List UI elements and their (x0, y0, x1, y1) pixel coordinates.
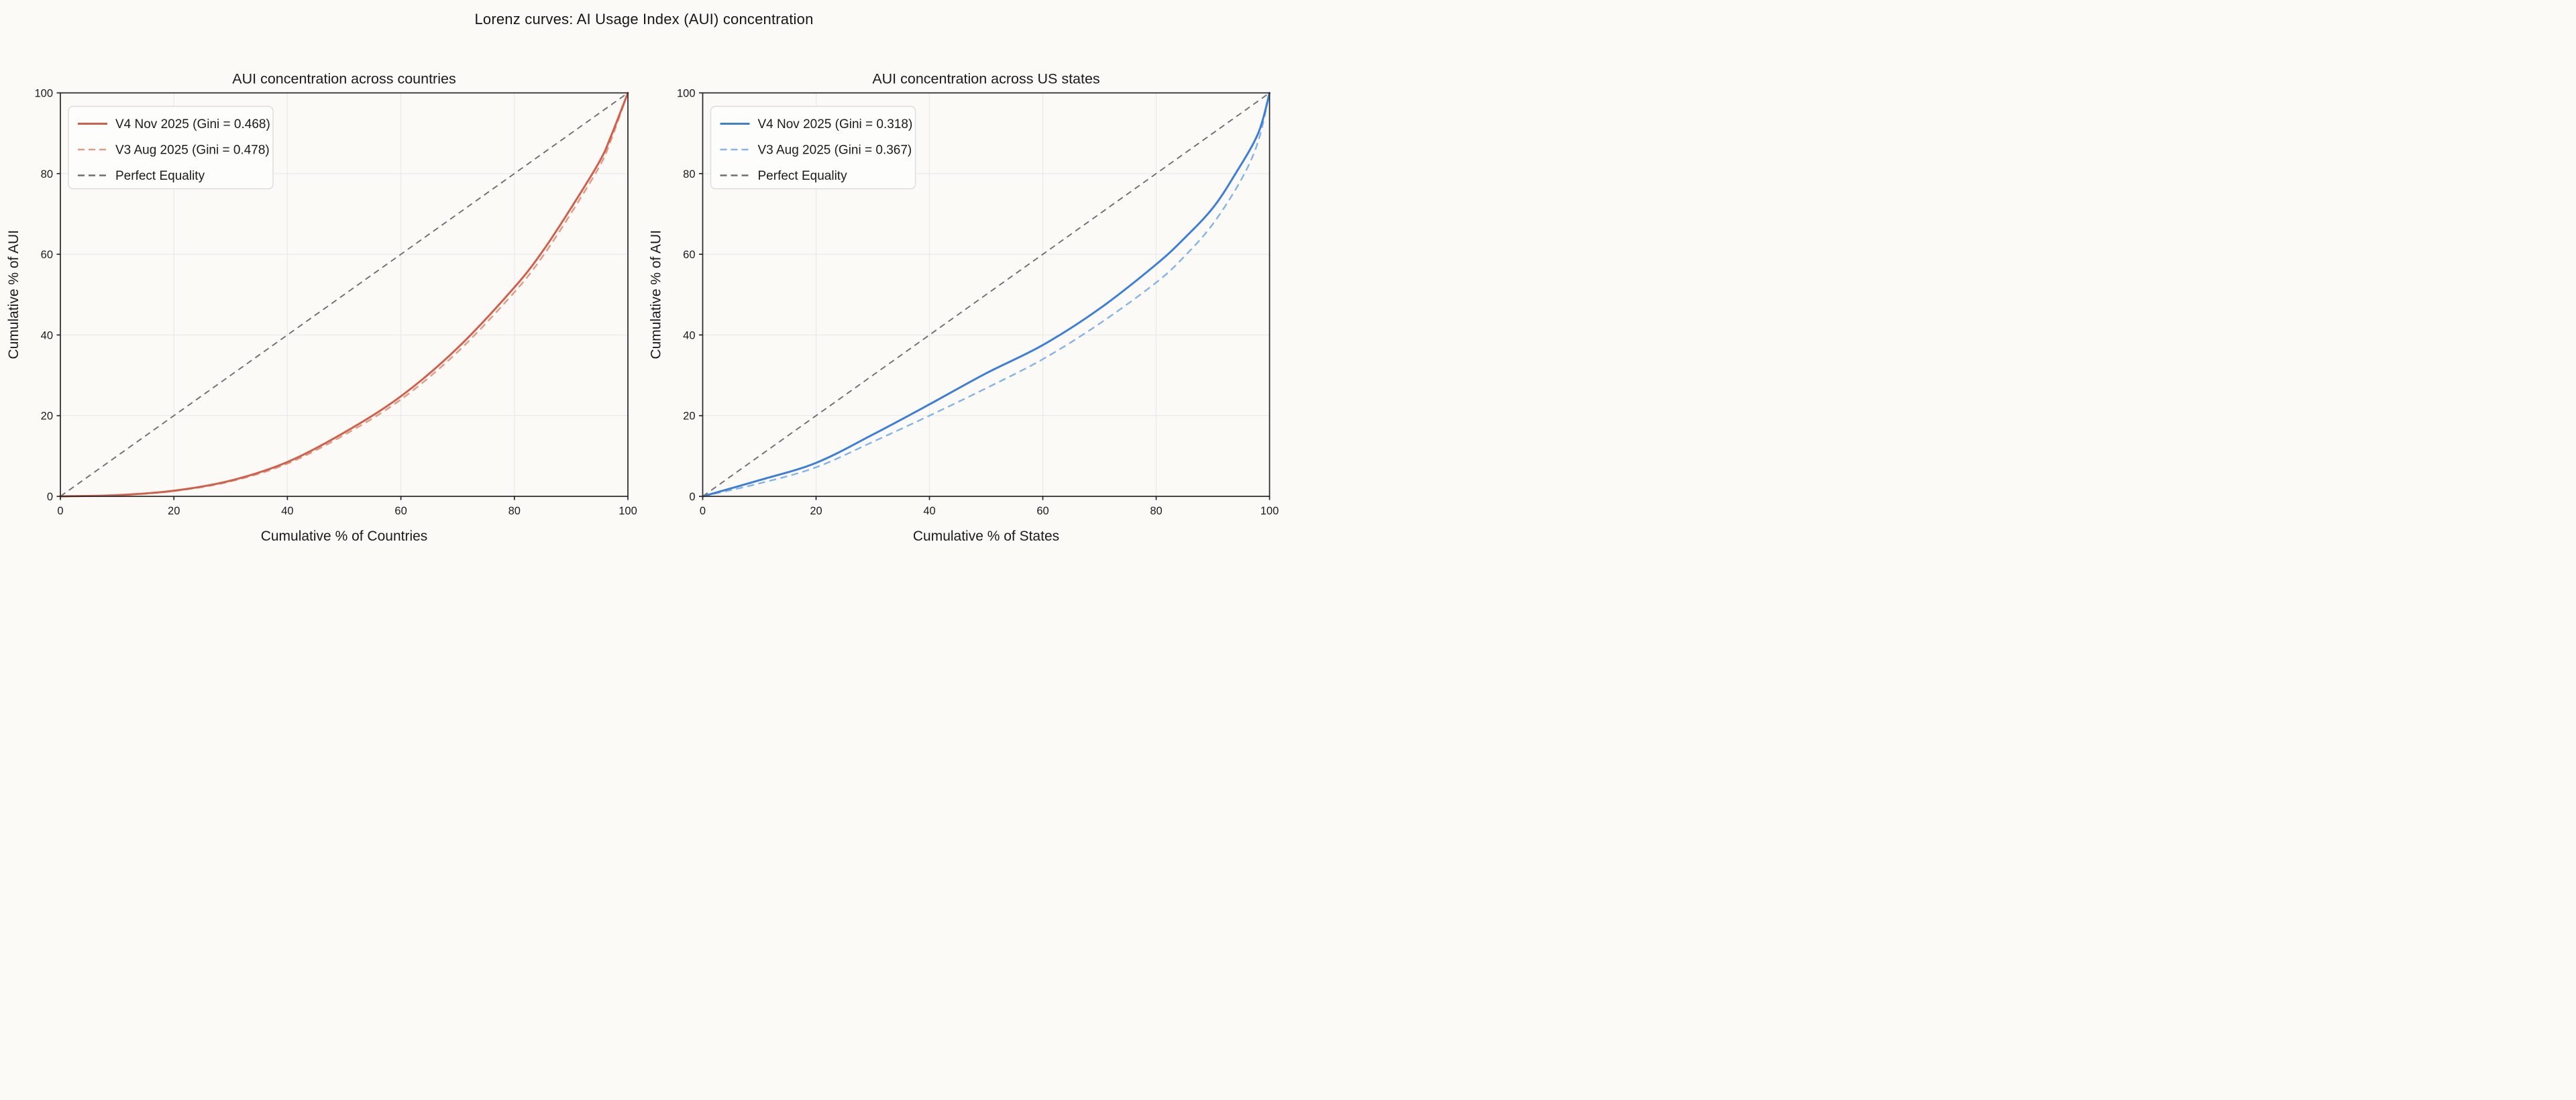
x-tick-label: 0 (700, 505, 706, 517)
legend-item: V4 Nov 2025 (Gini = 0.468) (78, 117, 270, 131)
axes-spines (60, 92, 629, 497)
legend-label: V4 Nov 2025 (Gini = 0.468) (115, 117, 270, 131)
equality-line (702, 92, 1271, 497)
axes-spines (702, 92, 1271, 497)
y-tick-label: 20 (683, 410, 695, 423)
y-tick-label: 80 (683, 168, 695, 180)
x-tick-label: 60 (1036, 505, 1049, 517)
y-tick-label: 80 (41, 168, 53, 180)
x-tick-label: 20 (810, 505, 822, 517)
chart-title: AUI concentration across countries (232, 71, 455, 87)
legend-item: Perfect Equality (78, 169, 205, 183)
x-tick-label: 40 (923, 505, 935, 517)
v4-curve (59, 92, 629, 498)
x-tick-label: 20 (168, 505, 180, 517)
legend-item: V3 Aug 2025 (Gini = 0.367) (720, 144, 912, 158)
x-tick-label: 80 (1150, 505, 1162, 517)
x-tick-label: 80 (508, 505, 521, 517)
figure: Lorenz curves: AI Usage Index (AUI) conc… (0, 0, 1288, 550)
lorenz-charts-canvas: 0 20 40 60 80 100 0 20 40 60 80 100 Cumulative % of … (6, 71, 1279, 545)
x-tick-label: 100 (619, 505, 637, 517)
y-tick-label: 40 (41, 329, 53, 341)
y-tick-label: 100 (34, 88, 53, 100)
chart-us-states: 0 20 40 60 80 100 0 20 40 60 80 100 Cumulative % of … (649, 71, 1279, 545)
equality-line (60, 92, 629, 497)
legend: V4 Nov 2025 (Gini = 0.468) V3 Aug 2025 (G… (68, 105, 274, 190)
chart-title: AUI concentration across US states (872, 71, 1099, 87)
legend-label: Perfect Equality (115, 169, 205, 183)
y-tick-label: 0 (689, 491, 695, 503)
legend: V4 Nov 2025 (Gini = 0.318) V3 Aug 2025 (G… (710, 105, 916, 190)
legend-item: V3 Aug 2025 (Gini = 0.478) (78, 144, 270, 158)
x-tick-label: 100 (1260, 505, 1279, 517)
legend-label: Perfect Equality (758, 169, 848, 183)
y-tick-label: 20 (41, 410, 53, 423)
x-tick-label: 60 (394, 505, 407, 517)
legend-label: V4 Nov 2025 (Gini = 0.318) (758, 117, 913, 131)
x-axis-label: Cumulative % of States (913, 529, 1059, 544)
x-tick-label: 0 (57, 505, 63, 517)
y-tick-label: 100 (677, 88, 696, 100)
legend-label: V3 Aug 2025 (Gini = 0.478) (115, 144, 270, 158)
legend-box (710, 105, 916, 190)
legend-item: V4 Nov 2025 (Gini = 0.318) (720, 117, 913, 131)
y-axis-label: Cumulative % of AUI (6, 230, 21, 360)
chart-countries: 0 20 40 60 80 100 0 20 40 60 80 100 Cumulative % of … (6, 71, 637, 545)
v3-curve (702, 93, 1271, 498)
y-axis-label: Cumulative % of AUI (649, 230, 664, 360)
figure-title: Lorenz curves: AI Usage Index (AUI) conc… (474, 11, 814, 28)
y-tick-label: 60 (683, 249, 695, 261)
x-tick-label: 40 (281, 505, 293, 517)
v4-curve (702, 92, 1271, 498)
x-axis-label: Cumulative % of Countries (261, 529, 428, 544)
legend-item: Perfect Equality (720, 169, 848, 183)
y-tick-label: 60 (41, 249, 53, 261)
y-tick-label: 40 (683, 329, 695, 341)
y-tick-label: 0 (47, 491, 53, 503)
legend-label: V3 Aug 2025 (Gini = 0.367) (758, 144, 912, 158)
legend-box (68, 105, 274, 190)
